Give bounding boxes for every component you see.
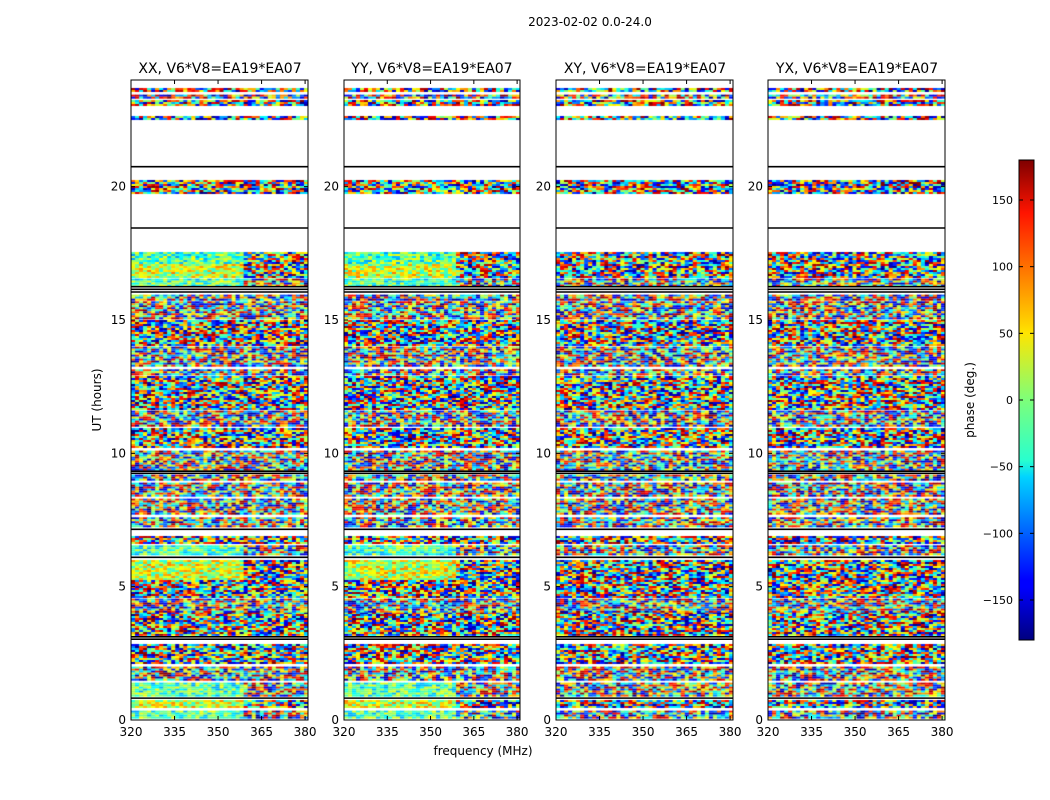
figure-suptitle: 2023-02-02 0.0-24.0 <box>528 15 652 29</box>
x-tick-label-yy-4: 380 <box>506 725 529 739</box>
axes-frame-yx <box>767 79 946 721</box>
y-ticks-xx: 0 5 10 15 20 <box>111 180 308 727</box>
x-tick-label-yy-0: 320 <box>333 725 356 739</box>
y-tick-label-xy-3: 15 <box>536 313 551 327</box>
x-tick-label-yy-3: 365 <box>462 725 485 739</box>
plot-area-yx <box>768 80 945 720</box>
y-tick-label-xy-0: 0 <box>543 713 551 727</box>
y-tick-label-yx-2: 10 <box>748 446 763 460</box>
x-tick-label-xx-3: 365 <box>250 725 273 739</box>
panel-yx: YX, V6*V8=EA19*EA07 320 335 350 365 380 0 5 10… <box>748 61 954 739</box>
phase-raster-xx <box>131 80 308 720</box>
y-ticks-xy: 0 5 10 15 20 <box>536 180 733 727</box>
x-tick-label-xx-2: 350 <box>207 725 230 739</box>
x-tick-label-xy-3: 365 <box>675 725 698 739</box>
x-tick-label-yy-1: 335 <box>376 725 399 739</box>
y-tick-label-xx-0: 0 <box>118 713 126 727</box>
y-tick-label-xy-1: 5 <box>543 580 551 594</box>
y-tick-label-xy-2: 10 <box>536 446 551 460</box>
panel-title-xx: XX, V6*V8=EA19*EA07 <box>138 61 301 77</box>
y-tick-label-xx-2: 10 <box>111 446 126 460</box>
colorbar-tick-label-1: 100 <box>992 261 1013 274</box>
y-tick-label-xx-1: 5 <box>118 580 126 594</box>
colorbar-label: phase (deg.) <box>963 362 977 438</box>
y-tick-label-yy-1: 5 <box>331 580 339 594</box>
x-tick-label-yx-1: 335 <box>800 725 823 739</box>
y-tick-label-yx-0: 0 <box>755 713 763 727</box>
plot-area-yy <box>344 80 520 720</box>
y-tick-label-xx-4: 20 <box>111 180 126 194</box>
phase-raster-xy <box>556 80 733 720</box>
x-tick-label-xy-2: 350 <box>632 725 655 739</box>
x-tick-label-xy-1: 335 <box>588 725 611 739</box>
y-tick-label-yx-3: 15 <box>748 313 763 327</box>
colorbar-tick-label-2: 50 <box>999 327 1013 340</box>
y-tick-label-yy-3: 15 <box>324 313 339 327</box>
x-tick-label-xx-0: 320 <box>120 725 143 739</box>
x-axis-label: frequency (MHz) <box>433 744 532 758</box>
panel-title-yy: YY, V6*V8=EA19*EA07 <box>350 61 512 77</box>
x-ticks-xy: 320 335 350 365 380 <box>545 80 742 739</box>
y-tick-label-yy-0: 0 <box>331 713 339 727</box>
colorbar-tick-label-3: 0 <box>1006 394 1013 407</box>
x-tick-label-xy-4: 380 <box>719 725 742 739</box>
phase-raster-yy <box>344 80 520 720</box>
colorbar-tick-label-4: −50 <box>990 461 1013 474</box>
colorbar: 150 100 50 0 −50 −100 −150 phase (deg.) <box>963 159 1035 641</box>
y-tick-label-xy-4: 20 <box>536 180 551 194</box>
plot-area-xx <box>131 80 308 720</box>
panel-xx: XX, V6*V8=EA19*EA07 320 335 350 365 380 0 5 10… <box>111 61 317 739</box>
axes-frame-xy <box>555 79 734 721</box>
x-tick-label-yx-3: 365 <box>887 725 910 739</box>
y-tick-label-xx-3: 15 <box>111 313 126 327</box>
y-ticks-yy: 0 5 10 15 20 <box>324 180 520 727</box>
phase-raster-yx <box>768 80 945 720</box>
colorbar-tick-label-6: −150 <box>983 594 1013 607</box>
colorbar-tick-label-0: 150 <box>992 194 1013 207</box>
plot-area-xy <box>556 80 733 720</box>
x-tick-label-xx-1: 335 <box>163 725 186 739</box>
colorbar-tick-label-5: −100 <box>983 527 1013 540</box>
y-tick-label-yx-4: 20 <box>748 180 763 194</box>
x-ticks-xx: 320 335 350 365 380 <box>120 80 317 739</box>
panel-title-yx: YX, V6*V8=EA19*EA07 <box>775 61 938 77</box>
x-tick-label-yx-0: 320 <box>757 725 780 739</box>
x-tick-label-yy-2: 350 <box>419 725 442 739</box>
x-ticks-yx: 320 335 350 365 380 <box>757 80 954 739</box>
colorbar-ticks: 150 100 50 0 −50 −100 −150 <box>983 194 1034 607</box>
axes-frame-xx <box>130 79 309 721</box>
x-tick-label-yx-2: 350 <box>844 725 867 739</box>
y-tick-label-yy-4: 20 <box>324 180 339 194</box>
y-tick-label-yx-1: 5 <box>755 580 763 594</box>
y-axis-label: UT (hours) <box>90 368 104 431</box>
x-tick-label-xx-4: 380 <box>294 725 317 739</box>
panel-yy: YY, V6*V8=EA19*EA07 320 335 350 365 380 0 5 10… <box>324 61 529 739</box>
x-ticks-yy: 320 335 350 365 380 <box>333 80 529 739</box>
panel-title-xy: XY, V6*V8=EA19*EA07 <box>564 61 726 77</box>
x-tick-label-yx-4: 380 <box>931 725 954 739</box>
y-ticks-yx: 0 5 10 15 20 <box>748 180 945 727</box>
y-tick-label-yy-2: 10 <box>324 446 339 460</box>
x-tick-label-xy-0: 320 <box>545 725 568 739</box>
panel-xy: XY, V6*V8=EA19*EA07 320 335 350 365 380 0 5 10… <box>536 61 742 739</box>
axes-frame-yy <box>343 79 521 721</box>
